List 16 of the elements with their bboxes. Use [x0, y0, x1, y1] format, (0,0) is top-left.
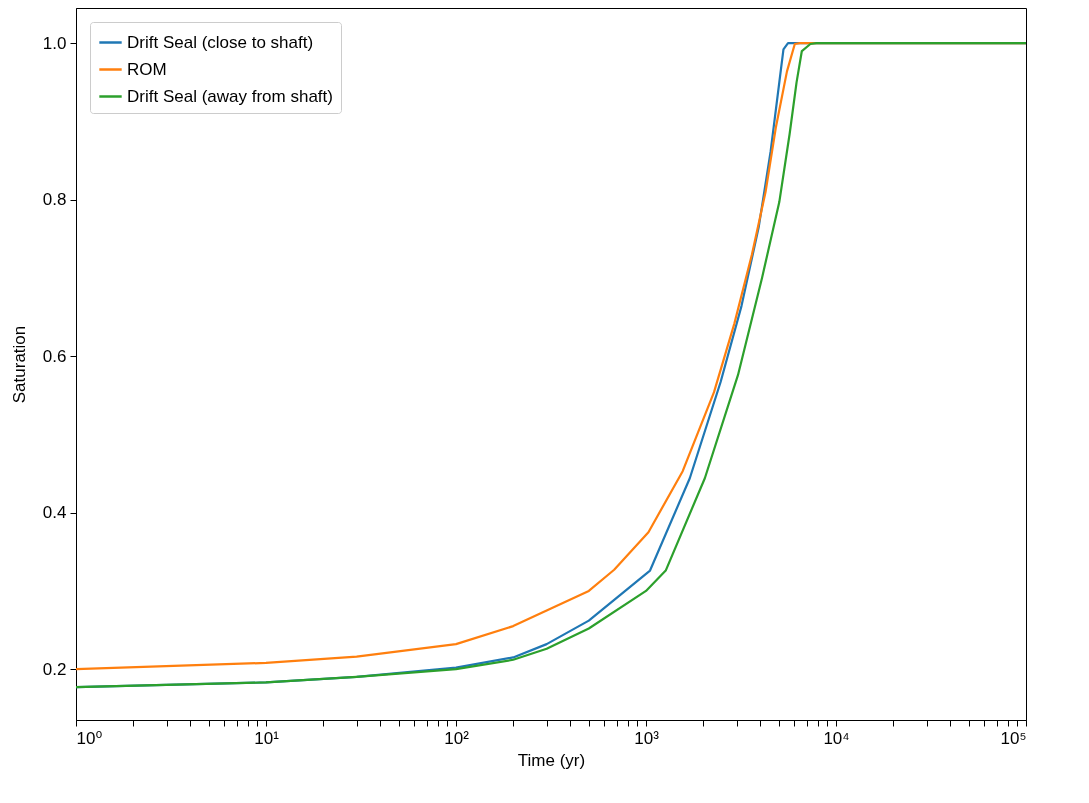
- y-tick-label: 0.6: [42, 346, 67, 366]
- x-tick-label: 10¹: [254, 728, 280, 748]
- x-tick-label: 10⁴: [823, 728, 850, 748]
- y-tick-label: 1.0: [42, 33, 67, 53]
- x-tick-label: 10³: [634, 728, 660, 748]
- x-tick-label: 10⁵: [1000, 728, 1027, 748]
- y-axis-title: Saturation: [9, 325, 29, 404]
- y-tick-label: 0.2: [42, 659, 67, 679]
- x-axis-title: Time (yr): [517, 750, 586, 770]
- legend-label: ROM: [127, 59, 167, 79]
- legend-label: Drift Seal (away from shaft): [127, 86, 333, 106]
- x-tick-label: 10⁰: [76, 728, 103, 748]
- y-tick-label: 0.8: [42, 190, 67, 210]
- legend-label: Drift Seal (close to shaft): [127, 32, 314, 52]
- y-tick-label: 0.4: [42, 503, 67, 523]
- x-tick-label: 10²: [444, 728, 470, 748]
